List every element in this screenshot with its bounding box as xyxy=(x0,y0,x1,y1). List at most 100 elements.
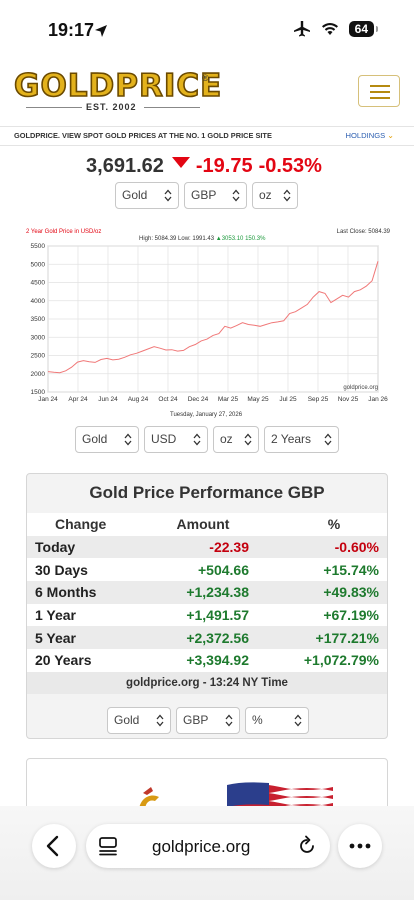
menu-icon-bar xyxy=(370,97,390,99)
y-tick-label: 5000 xyxy=(31,261,46,268)
y-tick-label: 4500 xyxy=(31,280,46,287)
logo-established: EST. 2002 xyxy=(86,102,137,112)
currency-select[interactable]: GBP xyxy=(184,182,247,209)
chart-change: 3053.10 xyxy=(221,236,244,242)
row-amount: +3,394.92 xyxy=(186,652,249,669)
address-bar[interactable]: goldprice.org xyxy=(86,824,330,868)
ellipsis-icon xyxy=(349,843,371,849)
row-amount: +1,491.57 xyxy=(186,607,249,624)
chart-watermark: goldprice.org xyxy=(343,385,378,391)
perf-unit-value: % xyxy=(252,713,263,727)
perf-currency-select[interactable]: GBP xyxy=(176,707,240,734)
row-label: 20 Years xyxy=(35,652,92,669)
chevron-down-icon: ⌄ xyxy=(387,131,394,140)
performance-footer: goldprice.org - 13:24 NY Time xyxy=(27,672,387,694)
wifi-icon xyxy=(321,23,338,35)
chart-plot: 5500 5000 4500 4000 3500 3000 2500 2000 1500 Jan… xyxy=(31,243,389,403)
header-amount: Amount xyxy=(176,516,230,533)
menu-icon-bar xyxy=(370,85,390,87)
perf-metal-select[interactable]: Gold xyxy=(107,707,171,734)
x-tick-label: Jun 24 xyxy=(98,396,118,403)
table-row: Today -22.39 -0.60% xyxy=(27,535,387,559)
logo-rule-right xyxy=(144,107,200,108)
row-percent: +177.21% xyxy=(315,629,379,646)
y-tick-label: 2500 xyxy=(31,353,46,360)
chart-period-select[interactable]: 2 Years xyxy=(264,426,339,453)
table-row: 5 Year +2,372.56 +177.21% xyxy=(27,626,387,650)
row-amount: +2,372.56 xyxy=(186,629,249,646)
site-header: GOLDPRICE ® EST. 2002 xyxy=(0,62,414,120)
currency-select-value: GBP xyxy=(191,188,217,202)
chart-date: Tuesday, January 27, 2026 xyxy=(170,412,243,418)
metal-select[interactable]: Gold xyxy=(115,182,179,209)
select-updown-icon xyxy=(324,433,332,446)
series-line xyxy=(47,261,379,374)
perf-metal-value: Gold xyxy=(114,713,140,727)
y-tick-label: 1500 xyxy=(31,389,46,396)
chart-currency-select[interactable]: USD xyxy=(144,426,208,453)
location-arrow-icon xyxy=(95,25,107,37)
y-tick-label: 2000 xyxy=(31,371,46,378)
back-button[interactable] xyxy=(32,824,76,868)
airplane-icon xyxy=(293,21,310,37)
price-down-arrow-icon xyxy=(171,157,190,168)
reload-icon[interactable] xyxy=(296,835,318,857)
spot-price-row: 3,691.62 -19.75 -0.53% xyxy=(0,155,414,183)
row-amount: -22.39 xyxy=(209,539,249,556)
chart-low: Low: 1991.43 xyxy=(178,236,215,242)
unit-select-value: oz xyxy=(259,188,272,202)
tagline-bar: GOLDPRICE. VIEW SPOT GOLD PRICES AT THE … xyxy=(0,126,414,146)
chevron-left-icon xyxy=(46,835,59,857)
performance-title: Gold Price Performance GBP xyxy=(89,483,325,502)
perf-currency-value: GBP xyxy=(183,713,209,727)
status-icons: 64 xyxy=(293,21,379,37)
unit-select[interactable]: oz xyxy=(252,182,298,209)
logo-rule-left xyxy=(26,107,82,108)
y-tick-label: 4000 xyxy=(31,298,46,305)
x-tick-label: Apr 24 xyxy=(68,396,88,403)
y-tick-label: 5500 xyxy=(31,243,46,250)
chart-high: High: 5084.39 xyxy=(139,236,177,242)
select-updown-icon xyxy=(156,714,164,727)
logo-wordmark: GOLDPRICE xyxy=(13,68,223,104)
chart-stats: High: 5084.39 Low: 1991.43 ▲3053.10 150.… xyxy=(139,236,265,242)
goldprice-logo[interactable]: GOLDPRICE ® EST. 2002 xyxy=(13,68,223,118)
price-change: -19.75 xyxy=(195,155,253,177)
x-tick-label: May 25 xyxy=(247,396,269,403)
row-percent: +49.83% xyxy=(323,584,379,601)
x-tick-label: Jan 24 xyxy=(38,396,58,403)
select-updown-icon xyxy=(244,433,252,446)
spot-price: 3,691.62 xyxy=(86,155,164,177)
performance-header-row: Change Amount % xyxy=(27,513,387,536)
perf-unit-select[interactable]: % xyxy=(245,707,309,734)
x-tick-label: Jan 26 xyxy=(368,396,388,403)
y-tick-label: 3500 xyxy=(31,316,46,323)
y-tick-label: 3000 xyxy=(31,334,46,341)
select-updown-icon xyxy=(283,189,291,202)
row-percent: +67.19% xyxy=(323,607,379,624)
more-options-button[interactable] xyxy=(338,824,382,868)
status-bar: 19:17 64 xyxy=(0,0,414,60)
chart-unit-select[interactable]: oz xyxy=(213,426,259,453)
x-tick-label: Dec 24 xyxy=(188,396,209,403)
select-updown-icon xyxy=(294,714,302,727)
performance-table: Change Amount % Today -22.39 -0.60% 30 D… xyxy=(27,513,387,672)
battery-indicator: 64 xyxy=(348,21,379,37)
holdings-label: HOLDINGS xyxy=(345,131,386,140)
metal-select-value: Gold xyxy=(122,188,148,202)
url-text: goldprice.org xyxy=(152,837,251,856)
gold-price-chart: 2 Year Gold Price in USD/oz High: 5084.3… xyxy=(24,226,392,426)
holdings-link[interactable]: HOLDINGS ⌄ xyxy=(346,131,395,140)
chart-period-value: 2 Years xyxy=(271,432,312,446)
header-percent: % xyxy=(327,516,341,533)
chart-up-arrow-icon: ▲ xyxy=(215,236,222,242)
chart-last-close: Last Close: 5084.39 xyxy=(336,229,390,235)
chart-metal-value: Gold xyxy=(82,432,108,446)
row-label: 5 Year xyxy=(35,629,77,646)
hamburger-menu-button[interactable] xyxy=(358,75,400,107)
chart-metal-select[interactable]: Gold xyxy=(75,426,139,453)
x-tick-label: Oct 24 xyxy=(158,396,178,403)
performance-panel: Gold Price Performance GBP Change Amount… xyxy=(26,473,388,739)
tab-overview-icon[interactable] xyxy=(98,835,120,857)
select-updown-icon xyxy=(124,433,132,446)
